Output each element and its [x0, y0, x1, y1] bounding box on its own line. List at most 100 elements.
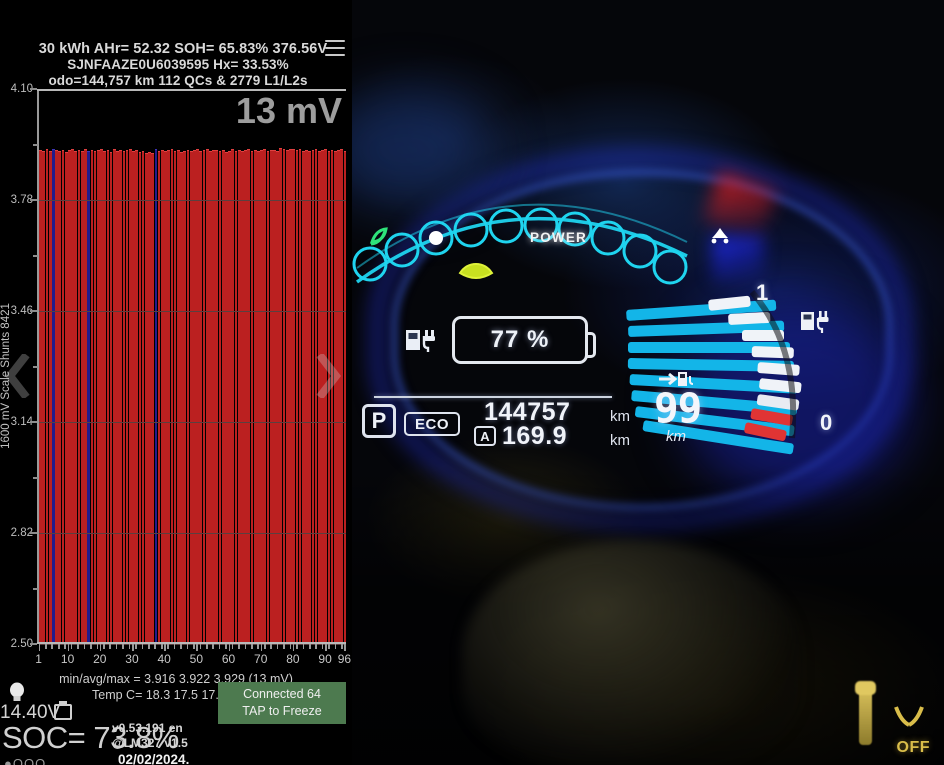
chart-x-tick-label: 10: [60, 652, 75, 666]
header-vin-hx: SJNFAAZE0U6039595 Hx= 33.53%: [67, 57, 289, 72]
chart-x-minor-tick: [238, 644, 240, 649]
chart-x-tick-label: 96: [337, 652, 352, 666]
capture-date: 02/02/2024.: [118, 752, 190, 765]
chart-x-minor-tick: [77, 644, 79, 649]
connection-status-button[interactable]: Connected 64 TAP to Freeze: [218, 682, 346, 724]
chart-bar: [160, 150, 164, 644]
chart-bar: [228, 150, 231, 644]
chart-y-minor-tick: [33, 143, 38, 146]
chart-y-tick-label: 2.82: [10, 527, 33, 539]
chart-bar: [273, 149, 276, 644]
gauge-charge-plug-icon: [800, 308, 830, 334]
chart-x-minor-tick: [64, 644, 66, 649]
chart-y-tick: [30, 199, 37, 201]
state-of-charge-readout: SOC= 73.8%: [2, 720, 179, 755]
leafspy-app-panel: 30 kWh AHr= 52.32 SOH= 65.83% 376.56V SJ…: [0, 0, 352, 765]
app-header: 30 kWh AHr= 52.32 SOH= 65.83% 376.56V SJ…: [0, 0, 352, 88]
cell-voltage-chart[interactable]: 4.10 3.78 3.46 3.14 2.82 2.50 1600 mV Scale S…: [0, 83, 352, 666]
chart-bar: [100, 149, 103, 644]
chart-bar: [209, 151, 212, 644]
trip-letter-indicator: A: [474, 426, 496, 446]
chart-x-tick: [196, 644, 198, 651]
chart-bar: [106, 150, 110, 644]
chart-y-tick: [30, 532, 37, 534]
bulb-icon: [8, 682, 26, 704]
previous-screen-chevron-icon[interactable]: [2, 352, 32, 400]
chart-bar: [289, 148, 292, 644]
chart-bar: [282, 149, 286, 644]
chart-bar: [64, 151, 68, 644]
chart-x-tick: [228, 644, 231, 651]
chart-bar: [276, 151, 279, 644]
chart-x-minor-tick: [225, 644, 227, 649]
chart-x-minor-tick: [115, 644, 118, 649]
chart-bar: [257, 151, 260, 644]
chart-y-minor-tick: [33, 254, 38, 257]
chart-bar: [125, 150, 129, 644]
chart-bar: [314, 149, 318, 644]
wiper-icon: [892, 701, 926, 731]
chart-bar: [71, 149, 74, 644]
chart-x-minor-tick: [148, 644, 150, 649]
chart-bar: [212, 150, 215, 644]
chart-bar: [55, 150, 58, 644]
chart-bar: [234, 151, 238, 644]
chart-x-minor-tick: [57, 644, 60, 649]
chart-y-minor-tick: [33, 476, 38, 479]
chart-x-minor-tick: [167, 644, 169, 649]
chart-bar: [343, 151, 347, 644]
chart-y-tick-label: 4.10: [10, 83, 33, 95]
chart-bar: [193, 150, 196, 644]
gauge-min-label: 0: [820, 410, 833, 435]
next-screen-chevron-icon[interactable]: [314, 352, 344, 400]
chart-bar: [96, 150, 100, 644]
chart-bar: [202, 150, 206, 644]
hamburger-menu-icon[interactable]: [325, 40, 345, 56]
eco-leaf-icon: [364, 222, 394, 252]
chart-x-minor-tick: [51, 644, 54, 649]
chart-x-tick-label: 20: [93, 652, 107, 666]
chart-x-minor-tick: [244, 644, 247, 649]
chart-bar: [218, 151, 222, 644]
chart-bar: [321, 150, 324, 644]
chart-bar: [84, 149, 87, 644]
steering-column-shroud: [462, 540, 802, 765]
chart-x-tick-label: 70: [254, 652, 268, 666]
chart-bar: [269, 150, 273, 644]
chart-bar: [112, 149, 116, 644]
chart-x-tick-label: 30: [125, 652, 139, 666]
app-version: v0.53.191 en: [112, 721, 183, 735]
chart-plot-area[interactable]: [37, 89, 347, 645]
gear-indicator: P: [362, 404, 396, 438]
chart-bar: [167, 150, 171, 644]
chart-x-minor-tick: [180, 644, 182, 649]
chart-bar: [298, 149, 302, 644]
chart-bars: [39, 89, 347, 644]
power-meter-label: POWER: [530, 230, 588, 245]
chart-x-minor-tick: [193, 644, 195, 649]
chart-bar: [305, 149, 308, 644]
chart-x-minor-tick: [70, 644, 73, 649]
chart-bar: [77, 150, 81, 644]
header-pack-summary: 30 kWh AHr= 52.32 SOH= 65.83% 376.56V: [38, 41, 328, 57]
chart-bar: [333, 151, 337, 644]
chart-bar: [154, 149, 158, 644]
chart-bar: [52, 149, 55, 644]
chart-x-minor-tick: [257, 644, 260, 649]
chart-bar: [241, 151, 244, 644]
eco-mode-indicator: ECO: [404, 412, 460, 436]
chart-bar: [144, 152, 148, 644]
chart-bar: [301, 150, 305, 644]
chart-bar: [260, 150, 263, 644]
12v-battery-voltage: 14.40V: [0, 702, 61, 723]
chart-x-tick: [38, 644, 41, 651]
chart-x-tick: [260, 644, 263, 651]
chart-x-minor-tick: [308, 644, 311, 649]
chart-bar: [330, 149, 334, 644]
chart-y-tick-label: 2.50: [10, 638, 33, 650]
cell-delta-readout: 13 mV: [235, 90, 342, 131]
chart-bar: [183, 150, 187, 644]
chart-bar: [340, 149, 344, 644]
chart-x-tick-label: 40: [157, 652, 171, 666]
chart-x-axis-labels: 1 10 20 30 40 50 60 70 80 90 96: [35, 652, 351, 670]
